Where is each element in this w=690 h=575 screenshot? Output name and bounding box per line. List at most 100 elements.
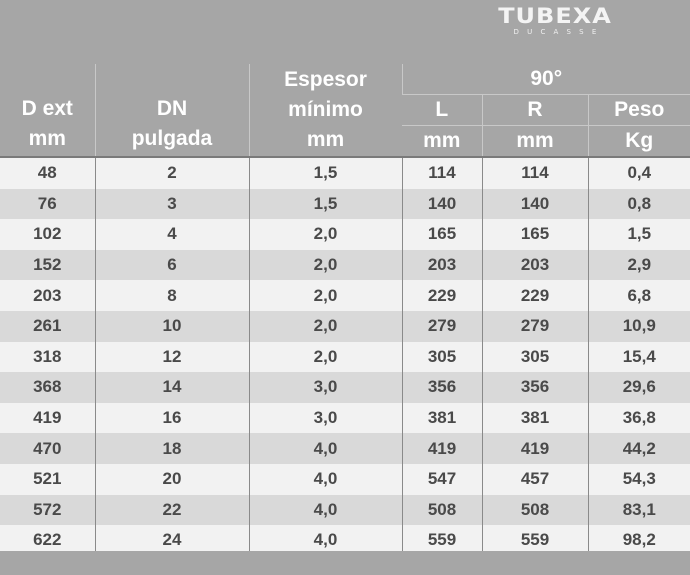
cell-l: 203 — [401, 249, 482, 281]
cell-dext: 572 — [0, 494, 95, 526]
cell-dext: 152 — [0, 249, 95, 281]
cell-dn: 10 — [94, 310, 249, 342]
header-espesor-unit: mm — [306, 128, 345, 151]
cell-dext: 76 — [0, 188, 95, 220]
cell-l: 356 — [401, 372, 482, 403]
cell-espesor: 1,5 — [248, 188, 402, 220]
cell-dext: 521 — [0, 463, 95, 495]
cell-peso: 6,8 — [587, 280, 690, 311]
tubexa-logo: TUBEXA DUCASSE — [480, 2, 630, 42]
header-espesor: Espesor mínimo mm — [248, 64, 402, 158]
cell-espesor: 3,0 — [248, 372, 402, 403]
cell-peso: 0,4 — [587, 156, 690, 189]
cell-dn: 14 — [94, 372, 249, 403]
cell-l: 305 — [401, 341, 482, 373]
table-body: 48 2 1,5 114 114 0,4 76 3 1,5 140 140 0,8 102 4 2,0 165… — [0, 156, 690, 556]
cell-r: 356 — [481, 372, 588, 403]
cell-peso: 54,3 — [587, 463, 690, 495]
table-row: 76 3 1,5 140 140 0,8 — [0, 188, 690, 220]
cell-l: 559 — [401, 525, 482, 556]
cell-dext: 318 — [0, 341, 95, 373]
table-row: 152 6 2,0 203 203 2,9 — [0, 249, 690, 281]
top-banner: TUBEXA DUCASSE — [0, 0, 690, 64]
header-peso-unit: Kg — [587, 125, 690, 158]
header-dn: DN pulgada — [94, 64, 249, 158]
header-dn-unit: pulgada — [131, 127, 213, 150]
cell-peso: 2,9 — [587, 249, 690, 281]
table-row: 261 10 2,0 279 279 10,9 — [0, 310, 690, 342]
cell-l: 165 — [401, 219, 482, 250]
cell-espesor: 2,0 — [248, 280, 402, 311]
cell-dn: 24 — [94, 525, 249, 556]
cell-r: 203 — [481, 249, 588, 281]
cell-dn: 16 — [94, 402, 249, 434]
bottom-banner — [0, 551, 690, 575]
cell-r: 114 — [481, 156, 588, 189]
cell-r: 305 — [481, 341, 588, 373]
cell-espesor: 4,0 — [248, 494, 402, 526]
cell-espesor: 4,0 — [248, 463, 402, 495]
table-row: 203 8 2,0 229 229 6,8 — [0, 280, 690, 311]
header-dext-unit: mm — [28, 127, 66, 150]
cell-peso: 44,2 — [587, 433, 690, 464]
cell-r: 229 — [481, 280, 588, 311]
table-row: 572 22 4,0 508 508 83,1 — [0, 494, 690, 526]
cell-dn: 22 — [94, 494, 249, 526]
cell-espesor: 4,0 — [248, 525, 402, 556]
cell-l: 508 — [401, 494, 482, 526]
cell-espesor: 4,0 — [248, 433, 402, 464]
cell-espesor: 2,0 — [248, 219, 402, 250]
cell-dn: 18 — [94, 433, 249, 464]
cell-r: 279 — [481, 310, 588, 342]
cell-peso: 10,9 — [587, 310, 690, 342]
cell-peso: 29,6 — [587, 372, 690, 403]
header-espesor-title: Espesor — [284, 68, 367, 91]
cell-l: 279 — [401, 310, 482, 342]
cell-espesor: 2,0 — [248, 341, 402, 373]
table-row: 419 16 3,0 381 381 36,8 — [0, 402, 690, 434]
cell-peso: 36,8 — [587, 402, 690, 434]
cell-peso: 83,1 — [587, 494, 690, 526]
table-row: 48 2 1,5 114 114 0,4 — [0, 156, 690, 189]
table-row: 368 14 3,0 356 356 29,6 — [0, 372, 690, 403]
cell-l: 381 — [401, 402, 482, 434]
cell-l: 140 — [401, 188, 482, 220]
cell-r: 419 — [481, 433, 588, 464]
cell-dext: 419 — [0, 402, 95, 434]
table-row: 622 24 4,0 559 559 98,2 — [0, 525, 690, 556]
cell-l: 229 — [401, 280, 482, 311]
table-row: 318 12 2,0 305 305 15,4 — [0, 341, 690, 373]
cell-peso: 98,2 — [587, 525, 690, 556]
table-row: 470 18 4,0 419 419 44,2 — [0, 433, 690, 464]
cell-r: 140 — [481, 188, 588, 220]
cell-dext: 470 — [0, 433, 95, 464]
cell-espesor: 3,0 — [248, 402, 402, 434]
cell-dext: 622 — [0, 525, 95, 556]
header-espesor-subtitle: mínimo — [288, 98, 363, 121]
logo-subtitle: DUCASSE — [513, 28, 605, 36]
cell-dn: 20 — [94, 463, 249, 495]
cell-dext: 203 — [0, 280, 95, 311]
cell-peso: 15,4 — [587, 341, 690, 373]
cell-r: 165 — [481, 219, 588, 250]
cell-dn: 12 — [94, 341, 249, 373]
cell-r: 559 — [481, 525, 588, 556]
header-l: L — [402, 94, 482, 126]
cell-dn: 8 — [94, 280, 249, 311]
cell-dn: 2 — [94, 156, 249, 189]
header-dext-title: D ext — [21, 97, 73, 120]
header-l-unit: mm — [402, 125, 482, 158]
cell-dext: 48 — [0, 156, 95, 189]
cell-l: 419 — [401, 433, 482, 464]
cell-r: 457 — [481, 463, 588, 495]
cell-dext: 261 — [0, 310, 95, 342]
cell-dext: 102 — [0, 219, 95, 250]
table-header: D ext mm DN pulgada Espesor mínimo mm 90… — [0, 64, 690, 158]
header-dext: D ext mm — [0, 64, 95, 158]
cell-espesor: 2,0 — [248, 249, 402, 281]
cell-espesor: 2,0 — [248, 310, 402, 342]
cell-dn: 6 — [94, 249, 249, 281]
cell-l: 114 — [401, 156, 482, 189]
header-dn-title: DN — [156, 97, 188, 120]
cell-espesor: 1,5 — [248, 156, 402, 189]
